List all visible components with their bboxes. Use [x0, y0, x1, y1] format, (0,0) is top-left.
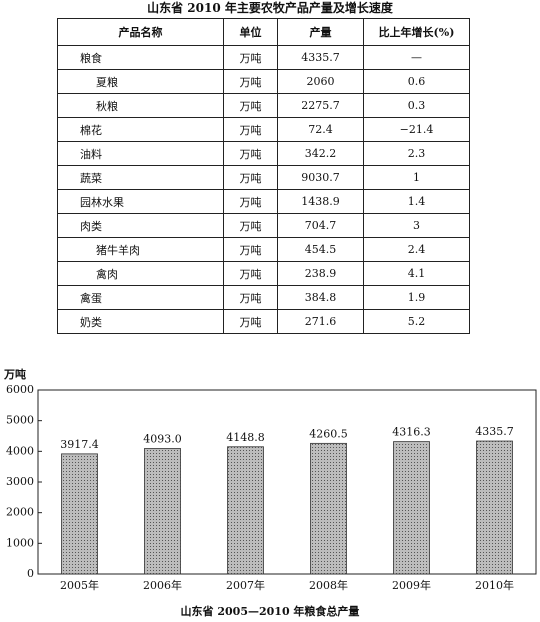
table-cell: 1.4 [363, 189, 470, 214]
chart-title: 山东省 2005—2010 年粮食总产量 [181, 604, 360, 618]
table-row: 秋粮 万吨 2275.7 0.3 [57, 93, 470, 118]
bar [310, 442, 347, 575]
header-row: 产品名称 单位 产量 比上年增长(%) [57, 18, 470, 46]
table-cell: 万吨 [223, 213, 278, 238]
table-cell: 万吨 [223, 189, 278, 214]
table-cell: 0.3 [363, 93, 470, 118]
table-row: 夏粮 万吨 2060 0.6 [57, 69, 470, 94]
header-cell: 比上年增长(%) [363, 18, 470, 46]
table-row: 油料 万吨 342.2 2.3 [57, 141, 470, 166]
bar [393, 441, 430, 575]
x-tick-label: 2005年 [60, 578, 99, 592]
value-label: 3917.4 [60, 438, 99, 451]
table-cell: 2060 [277, 69, 364, 94]
table-row: 粮食 万吨 4335.7— [57, 45, 470, 70]
table-cell: 万吨 [223, 69, 278, 94]
table-cell: 4335.7 [277, 45, 364, 70]
table-cell: 棉花 [57, 117, 224, 142]
table-cell: 猪牛羊肉 [57, 237, 224, 262]
table-cell: 2.4 [363, 237, 470, 262]
table-row: 猪牛羊肉 万吨 454.5 2.4 [57, 237, 470, 262]
table-cell: 1 [363, 165, 470, 190]
table-cell: 禽肉 [57, 261, 224, 286]
x-tick-label: 2006年 [143, 578, 182, 592]
bar [476, 440, 513, 575]
bar [61, 453, 98, 575]
bar [227, 446, 264, 575]
header-cell: 产量 [277, 18, 364, 46]
table-cell: 粮食 [57, 45, 224, 70]
table-cell: 万吨 [223, 93, 278, 118]
table-cell: 1438.9 [277, 189, 364, 214]
x-tick-label: 2009年 [392, 578, 431, 592]
table-cell: 万吨 [223, 309, 278, 334]
table-cell: 万吨 [223, 285, 278, 310]
table-row: 奶类 万吨 271.6 5.2 [57, 309, 470, 334]
table-cell: 9030.7 [277, 165, 364, 190]
table-cell: — [363, 45, 470, 70]
table-row: 园林水果 万吨 1438.9 1.4 [57, 189, 470, 214]
table-cell: 2.3 [363, 141, 470, 166]
table-cell: 万吨 [223, 165, 278, 190]
x-tick-label: 2007年 [226, 578, 265, 592]
table: 产品名称 单位 产量 比上年增长(%) 粮食 万吨 4335.7— 夏粮 万吨 2060 0.6 秋粮… [57, 18, 470, 334]
table-cell: 271.6 [277, 309, 364, 334]
y-tick-label: 0 [27, 567, 34, 580]
chart: 万吨 山东省 2005—2010 年粮食总产量 0 1000 2000 3000 400… [3, 367, 537, 618]
bar [144, 448, 181, 575]
table-cell: 3 [363, 213, 470, 238]
table-cell: 454.5 [277, 237, 364, 262]
value-label: 4316.3 [392, 426, 431, 439]
table-cell: 蔬菜 [57, 165, 224, 190]
table-row: 禽肉 万吨 238.9 4.1 [57, 261, 470, 286]
table-cell: 704.7 [277, 213, 364, 238]
table-row: 蔬菜 万吨 9030.7 1 [57, 165, 470, 190]
value-label: 4148.8 [226, 431, 265, 444]
header-cell: 产品名称 [57, 18, 224, 46]
table-cell: 384.8 [277, 285, 364, 310]
table-row: 禽蛋 万吨 384.8 1.9 [57, 285, 470, 310]
table-cell: 园林水果 [57, 189, 224, 214]
x-tick-label: 2008年 [309, 578, 348, 592]
x-tick-label: 2010年 [475, 578, 514, 592]
y-tick-label: 4000 [6, 444, 34, 457]
table-cell: −21.4 [363, 117, 470, 142]
table-cell: 1.9 [363, 285, 470, 310]
table-cell: 万吨 [223, 117, 278, 142]
y-tick-label: 2000 [6, 506, 34, 519]
y-tick-label: 3000 [6, 475, 34, 488]
table-row: 棉花 万吨 72.4 −21.4 [57, 117, 470, 142]
table-cell: 4.1 [363, 261, 470, 286]
table-cell: 万吨 [223, 141, 278, 166]
table-title: 山东省 2010 年主要农牧产品产量及增长速度 [147, 1, 393, 15]
table-cell: 万吨 [223, 45, 278, 70]
y-tick-label: 6000 [6, 383, 34, 396]
table-cell: 5.2 [363, 309, 470, 334]
table-cell: 肉类 [57, 213, 224, 238]
table-cell: 秋粮 [57, 93, 224, 118]
table-cell: 2275.7 [277, 93, 364, 118]
y-axis-label: 万吨 [3, 367, 26, 381]
table-cell: 238.9 [277, 261, 364, 286]
table-cell: 夏粮 [57, 69, 224, 94]
table-cell: 万吨 [223, 261, 278, 286]
value-label: 4093.0 [143, 432, 182, 445]
value-label: 4260.5 [309, 427, 348, 440]
table-cell: 万吨 [223, 237, 278, 262]
y-tick-label: 5000 [6, 414, 34, 427]
table-cell: 72.4 [277, 117, 364, 142]
table-cell: 禽蛋 [57, 285, 224, 310]
table-cell: 342.2 [277, 141, 364, 166]
table-row: 肉类 万吨 704.7 3 [57, 213, 470, 238]
table-cell: 奶类 [57, 309, 224, 334]
value-label: 4335.7 [475, 425, 514, 438]
table-cell: 0.6 [363, 69, 470, 94]
table-cell: 油料 [57, 141, 224, 166]
plot-frame [37, 389, 537, 575]
y-tick-label: 1000 [6, 536, 34, 549]
header-cell: 单位 [223, 18, 278, 46]
